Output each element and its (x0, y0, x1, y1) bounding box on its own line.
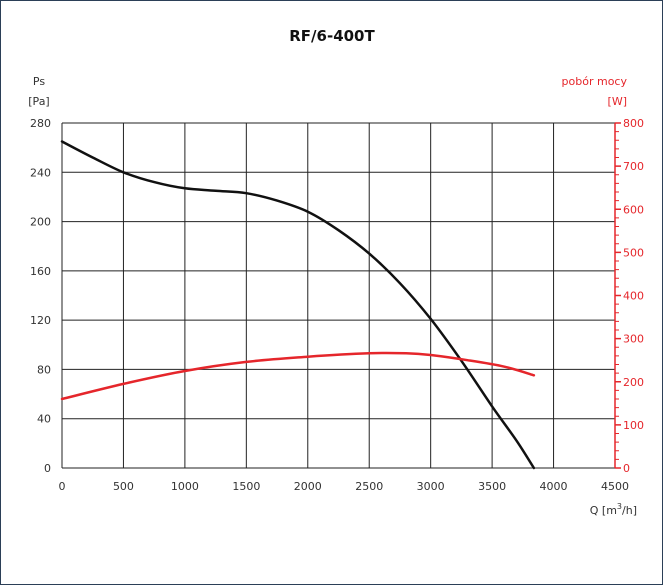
x-tick-label: 3500 (478, 480, 506, 493)
x-axis-label: Q [m3/h] (590, 502, 637, 517)
y-axis-right-label-line2: [W] (608, 95, 627, 108)
y-left-tick-label: 160 (30, 265, 51, 278)
power-curve (60, 351, 536, 401)
y-right-tick-label: 0 (623, 462, 630, 475)
y-right-tick-label: 200 (623, 376, 644, 389)
x-tick-label: 3000 (417, 480, 445, 493)
y-left-tick-label: 240 (30, 166, 51, 179)
pressure-curve (60, 140, 536, 470)
x-tick-label: 2500 (355, 480, 383, 493)
y-left-tick-label: 0 (44, 462, 51, 475)
grid (61, 122, 619, 469)
y-axis-left-label-line1: Ps (33, 75, 45, 88)
y-right-tick-label: 300 (623, 333, 644, 346)
x-tick-label: 0 (59, 480, 66, 493)
x-tick-label: 1500 (232, 480, 260, 493)
y-left-tick-label: 80 (37, 363, 51, 376)
chart-title: RF/6-400T (289, 27, 375, 45)
x-tick-label: 4500 (601, 480, 629, 493)
y-axis-right-ticks: 0 100 200 300 400 500 600 700 800 (615, 117, 644, 475)
y-left-tick-label: 280 (30, 117, 51, 130)
y-axis-left-ticks: 0 40 80 120 160 200 240 280 (30, 117, 51, 475)
y-left-tick-label: 40 (37, 413, 51, 426)
y-right-tick-label: 800 (623, 117, 644, 130)
y-right-tick-label: 400 (623, 290, 644, 303)
x-tick-label: 1000 (171, 480, 199, 493)
x-axis-ticks: 0 500 1000 1500 2000 2500 3000 3500 4000 4500 (59, 480, 630, 493)
y-axis-right-label-line1: pobór mocy (562, 75, 628, 88)
x-axis-label-tail: /h] (622, 504, 637, 517)
x-tick-label: 4000 (540, 480, 568, 493)
x-axis-label-sup: 3 (617, 502, 622, 511)
x-tick-label: 500 (113, 480, 134, 493)
y-right-tick-label: 600 (623, 203, 644, 216)
y-right-tick-label: 700 (623, 160, 644, 173)
y-left-tick-label: 120 (30, 314, 51, 327)
x-tick-label: 2000 (294, 480, 322, 493)
y-left-tick-label: 200 (30, 216, 51, 229)
y-axis-left-label-line2: [Pa] (28, 95, 49, 108)
x-axis-label-base: Q [m (590, 504, 617, 517)
y-right-tick-label: 100 (623, 419, 644, 432)
y-right-tick-label: 500 (623, 246, 644, 259)
curves (60, 140, 536, 470)
